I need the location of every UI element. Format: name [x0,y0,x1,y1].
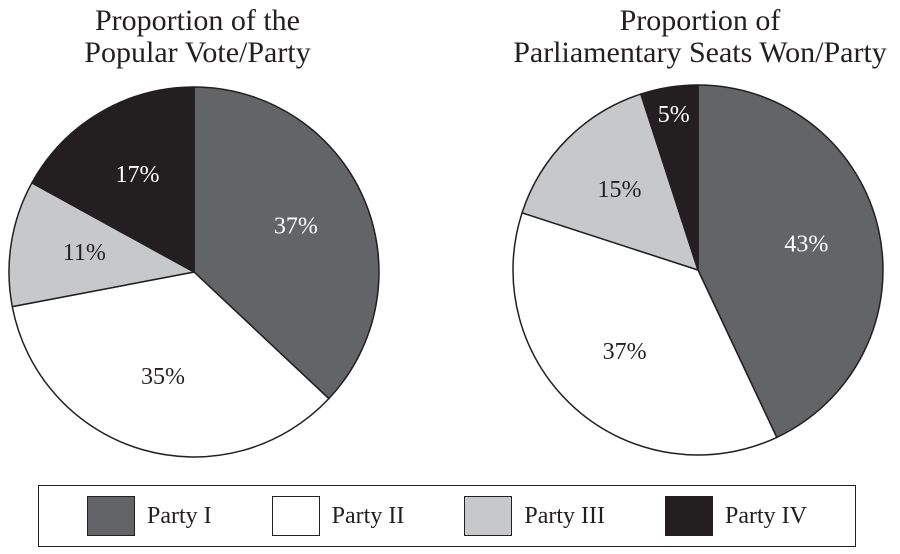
legend-swatch-party-iii [464,496,513,536]
legend-item-party-iv: Party IV [665,496,807,536]
legend-item-party-iii: Party III [464,496,605,536]
slice-label-party-iv: 5% [658,102,690,128]
pie-chart-popular-vote: 37% 35% 11% 17% [8,86,380,458]
slice-label-party-iii: 15% [598,177,642,203]
legend-item-party-i: Party I [87,496,212,536]
chart-title-line-1: Proportion of [619,4,781,37]
chart-title-line-1: Proportion of the [95,4,300,37]
legend-swatch-party-iv [665,496,713,536]
pie-chart-parliamentary-seats: 43% 37% 15% 5% [512,84,884,456]
legend-swatch-party-i [87,496,135,536]
pie-slice-party-iii [8,182,195,308]
pie-slice-party-i [697,84,884,439]
legend-swatch-party-ii [271,496,320,536]
slice-label-party-ii: 35% [141,364,185,390]
slice-label-party-ii: 37% [603,339,647,365]
pie-slice-party-iii [521,93,699,271]
pie-slice-party-iv [640,84,699,271]
pie-slice-party-ii [512,212,778,456]
legend-label-party-i: Party I [147,502,212,529]
chart-title-parliamentary-seats: Proportion of Parliamentary Seats Won/Pa… [490,5,900,69]
slice-label-party-iii: 11% [63,240,106,266]
chart-title-popular-vote: Proportion of the Popular Vote/Party [25,5,370,69]
pie-slice-party-i [193,86,380,400]
slice-label-party-i: 37% [274,213,318,239]
legend-label-party-iv: Party IV [725,502,807,529]
legend-item-party-ii: Party II [271,496,405,536]
pie-slice-party-iv [31,86,195,273]
legend-label-party-iii: Party III [524,502,605,529]
chart-title-line-2: Parliamentary Seats Won/Party [513,36,887,69]
legend: Party I Party II Party III Party IV [38,485,856,547]
slice-label-party-iv: 17% [115,162,159,188]
slice-label-party-i: 43% [784,231,828,257]
pie-slice-party-ii [11,271,330,458]
chart-title-line-2: Popular Vote/Party [84,36,311,69]
legend-label-party-ii: Party II [331,502,405,529]
